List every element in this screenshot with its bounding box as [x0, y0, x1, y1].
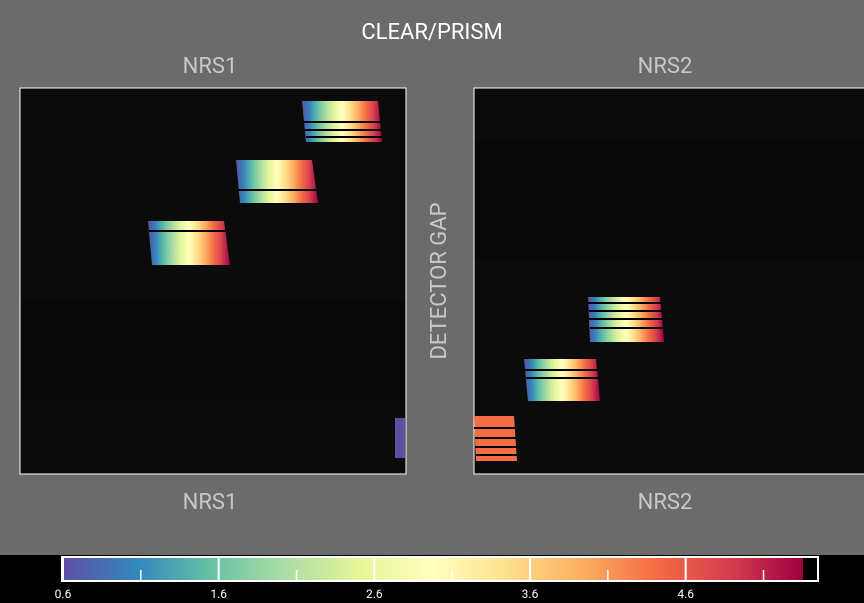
colorbar-tick-label: 4.6: [677, 587, 694, 601]
colorbar-tick-label: 1.6: [210, 587, 227, 601]
detector-panel: [20, 88, 406, 474]
detector-view: CLEAR/PRISM NRS1 NRS2 NRS1 NRS2 DETECTOR…: [0, 0, 864, 603]
detector-label: NRS1: [183, 54, 238, 79]
colorbar-tick-label: 0.6: [55, 587, 72, 601]
colorbar-tick-label: 2.6: [366, 587, 383, 601]
detector-label: NRS2: [638, 54, 693, 79]
title: CLEAR/PRISM: [361, 20, 502, 45]
colorbar-tick-label: 3.6: [522, 587, 539, 601]
detector-label: NRS1: [183, 490, 238, 515]
detector-label: NRS2: [638, 490, 693, 515]
detector-panel: [474, 88, 864, 474]
colorbar: 0.6 1.6 2.6 3.6 4.6: [55, 557, 818, 601]
gap-label: DETECTOR GAP: [427, 202, 452, 359]
